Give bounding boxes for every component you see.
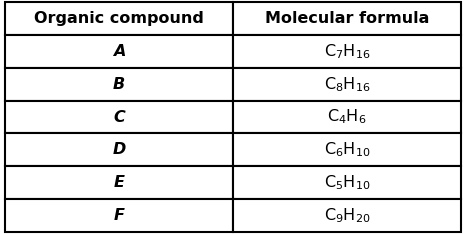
Text: C: C <box>113 110 125 124</box>
Text: C$_4$H$_6$: C$_4$H$_6$ <box>328 108 367 126</box>
Text: E: E <box>113 175 124 190</box>
Text: C$_6$H$_{10}$: C$_6$H$_{10}$ <box>324 140 370 159</box>
Text: C$_9$H$_{20}$: C$_9$H$_{20}$ <box>324 206 370 225</box>
Text: Molecular formula: Molecular formula <box>265 11 429 26</box>
Bar <box>233 199 461 232</box>
Bar <box>233 35 461 68</box>
Bar <box>5 101 233 133</box>
Bar <box>5 133 233 166</box>
Bar <box>233 68 461 101</box>
Text: B: B <box>113 77 125 92</box>
Bar <box>5 35 233 68</box>
Bar <box>5 199 233 232</box>
Text: F: F <box>113 208 124 223</box>
Text: C$_7$H$_{16}$: C$_7$H$_{16}$ <box>324 42 370 61</box>
Bar <box>5 2 233 35</box>
Bar <box>233 166 461 199</box>
Bar <box>233 2 461 35</box>
Bar <box>5 166 233 199</box>
Text: C$_8$H$_{16}$: C$_8$H$_{16}$ <box>324 75 370 94</box>
Text: A: A <box>113 44 125 59</box>
Text: D: D <box>112 142 125 157</box>
Bar <box>5 68 233 101</box>
Text: C$_5$H$_{10}$: C$_5$H$_{10}$ <box>324 173 370 192</box>
Bar <box>233 133 461 166</box>
Bar <box>233 101 461 133</box>
Text: Organic compound: Organic compound <box>34 11 204 26</box>
